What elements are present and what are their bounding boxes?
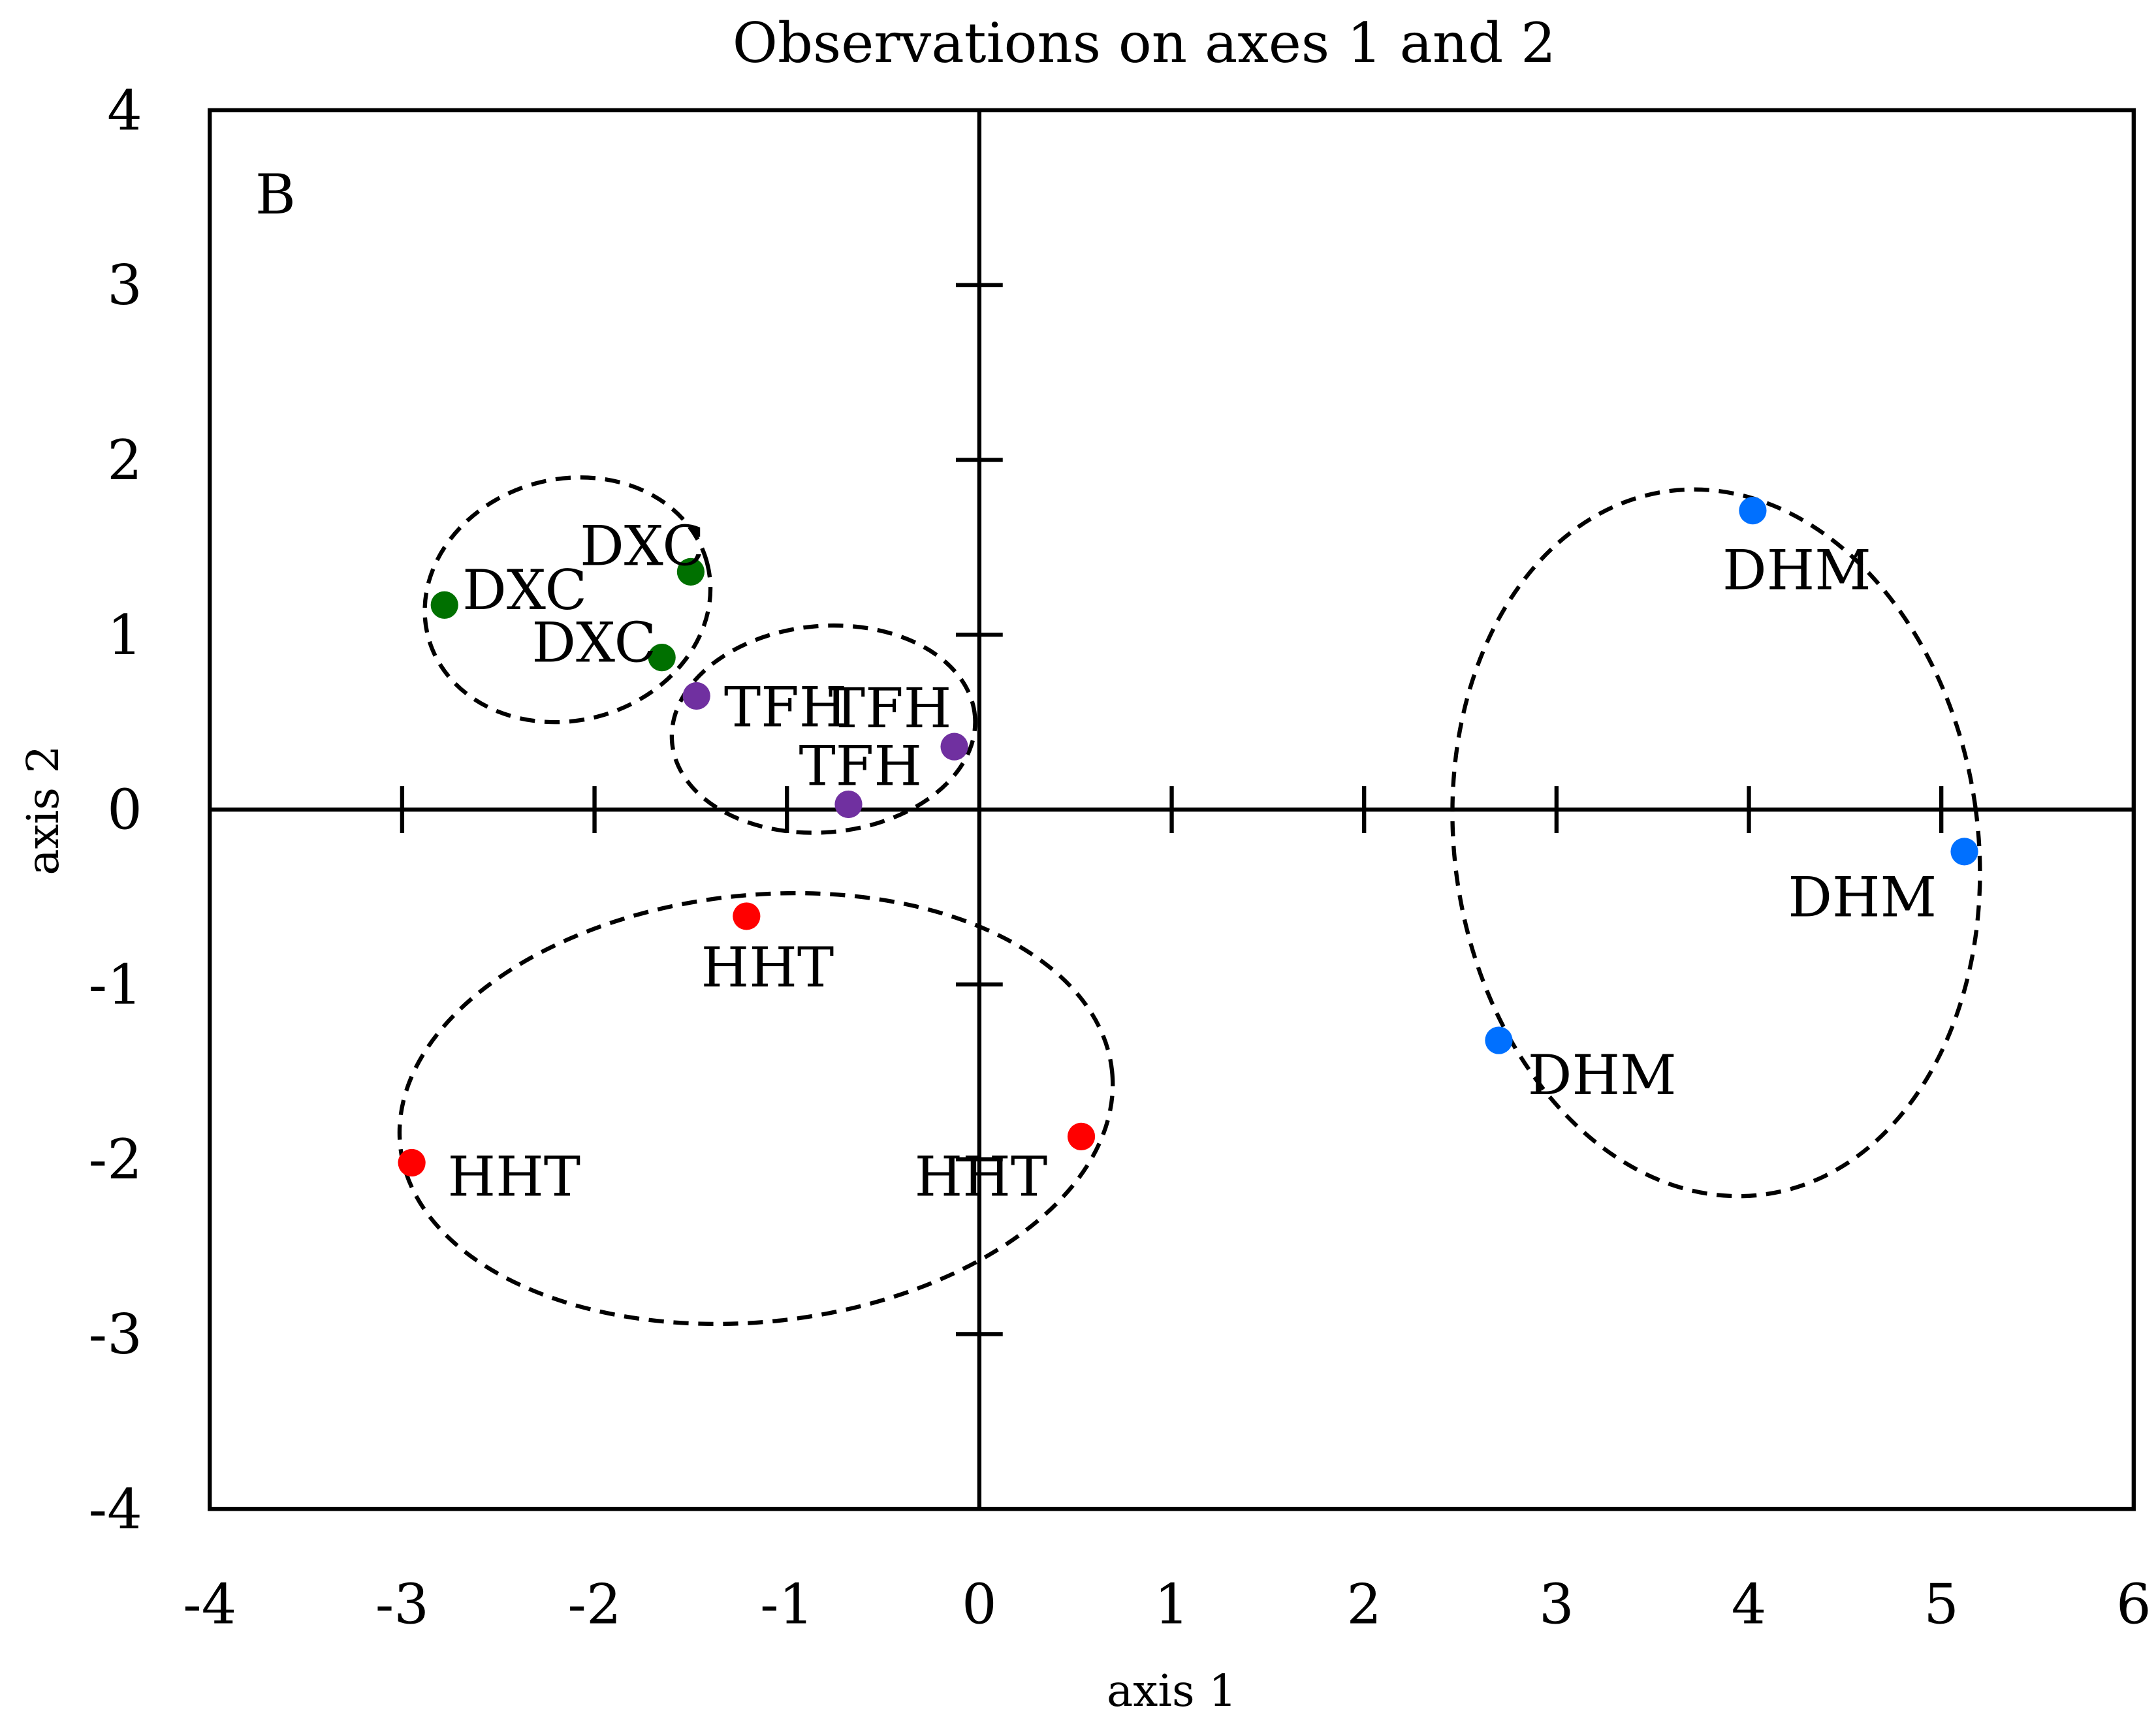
y-tick-label: -2 [89, 1127, 142, 1191]
data-point-tfh [682, 682, 710, 710]
data-point-dxc [648, 643, 676, 672]
point-label-dhm: DHM [1788, 866, 1937, 930]
point-label-tfh: TFH [724, 675, 848, 739]
ellipses-group [397, 475, 1982, 1327]
data-point-dhm [1485, 1026, 1513, 1054]
y-tick-label: 4 [107, 78, 142, 142]
data-point-tfh [834, 790, 863, 819]
x-tick-label: 0 [962, 1572, 997, 1636]
data-point-hht [733, 902, 761, 930]
point-label-hht: HHT [915, 1145, 1048, 1209]
data-point-dhm [1950, 838, 1978, 866]
data-point-dxc [430, 591, 458, 619]
x-axis-label: axis 1 [1107, 1665, 1237, 1716]
x-tick-label: 4 [1732, 1572, 1767, 1636]
y-axis-label: axis 2 [17, 746, 69, 875]
point-label-dxc: DXC [580, 514, 705, 578]
data-point-hht [1067, 1122, 1096, 1150]
point-label-hht: HHT [447, 1145, 580, 1209]
confidence-ellipse-dxc [422, 475, 713, 725]
point-label-hht: HHT [701, 936, 834, 1000]
x-tick-label: -3 [375, 1572, 429, 1636]
point-label-dhm: DHM [1722, 538, 1871, 602]
chart-title: Observations on axes 1 and 2 [733, 11, 1556, 75]
data-point-hht [398, 1148, 426, 1177]
x-tick-label: 6 [2116, 1572, 2151, 1636]
x-tick-label: 1 [1154, 1572, 1190, 1636]
axes-group [210, 110, 2134, 1509]
point-label-tfh: TFH [829, 676, 952, 740]
point-label-dxc: DXC [462, 558, 587, 622]
x-tick-label: 2 [1346, 1572, 1382, 1636]
y-tick-label: 0 [107, 778, 142, 842]
y-tick-label: -4 [89, 1477, 142, 1541]
confidence-ellipse-hht [397, 890, 1115, 1327]
y-tick-label: -1 [89, 953, 142, 1016]
panel-label: B [255, 163, 296, 227]
confidence-ellipse-tfh [669, 623, 977, 835]
tick-labels: -4 -3 -2 -1 0 1 2 3 4 5 6 4 3 2 1 0 -1 -2 -3 -4 [89, 78, 2151, 1636]
x-tick-label: -4 [183, 1572, 236, 1636]
data-point-tfh [940, 732, 968, 761]
x-tick-label: -1 [760, 1572, 814, 1636]
data-point-dhm [1739, 497, 1767, 525]
x-tick-label: 5 [1924, 1572, 1959, 1636]
data-point-dxc [676, 558, 705, 586]
y-tick-label: 1 [107, 603, 142, 667]
confidence-ellipse-dhm [1450, 487, 1982, 1199]
x-tick-label: -2 [567, 1572, 621, 1636]
point-label-dhm: DHM [1528, 1043, 1677, 1107]
point-label-dxc: DXC [531, 610, 656, 674]
y-tick-label: 3 [107, 253, 142, 317]
y-tick-label: -3 [89, 1302, 142, 1366]
point-label-tfh: TFH [799, 734, 923, 798]
y-tick-label: 2 [107, 428, 142, 492]
x-tick-label: 3 [1539, 1572, 1574, 1636]
